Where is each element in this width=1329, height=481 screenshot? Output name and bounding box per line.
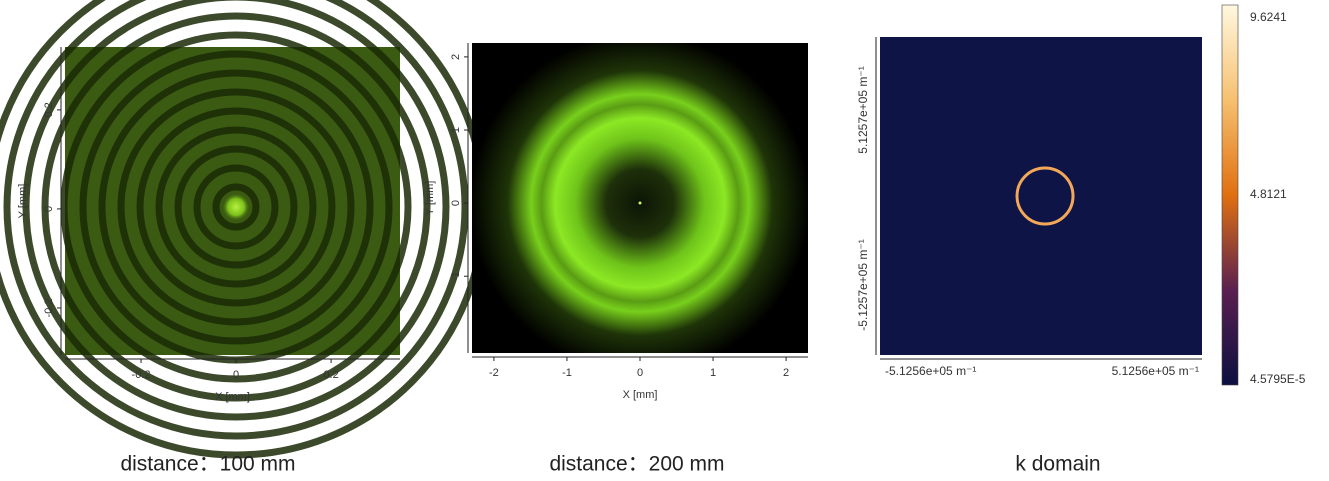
caption: distance：100 mm	[120, 453, 295, 476]
ring	[136, 107, 336, 307]
x-tick-label: -2	[489, 367, 499, 379]
y-tick-label: 1	[450, 127, 462, 133]
ring	[193, 164, 279, 250]
x-tick-label: -1	[562, 367, 572, 379]
ring	[98, 69, 374, 345]
ring	[41, 12, 431, 402]
x-tick-label: 2	[783, 367, 789, 379]
y-tick-label: 0	[43, 206, 55, 212]
y-tick-label: -1	[450, 271, 462, 281]
ring	[174, 145, 298, 269]
x-tick-label: 5.1256e+05 m⁻¹	[1112, 364, 1199, 378]
x-axis-label: X [mm]	[623, 389, 658, 401]
center-dot	[638, 201, 642, 205]
y-axis-label: Y [mm]	[17, 184, 29, 219]
caption: k domain	[1015, 453, 1100, 476]
caption: distance：200 mm	[549, 453, 724, 476]
colorbar-label: 4.8121	[1250, 187, 1287, 201]
y-tick-label: 0.2	[43, 102, 55, 117]
center-spot	[222, 193, 250, 221]
y-tick-label: 0	[450, 200, 462, 206]
ring	[3, 0, 469, 440]
x-axis-label: X [mm]	[215, 391, 250, 403]
ring	[117, 88, 355, 326]
x-tick-label: 0.2	[323, 369, 338, 381]
y-tick-label: -5.1257e+05 m⁻¹	[856, 239, 870, 330]
x-tick-label: 0	[233, 369, 239, 381]
ring	[22, 0, 450, 421]
colorbar	[1221, 4, 1239, 386]
image	[880, 37, 1202, 355]
y-tick-label: -0.2	[43, 298, 55, 317]
k-ring	[1015, 166, 1075, 226]
y-tick-label: 2	[450, 54, 462, 60]
y-axis-label: Y [mm]	[424, 181, 436, 216]
image	[472, 43, 808, 353]
ring	[155, 126, 317, 288]
colorbar-label: 9.6241	[1250, 10, 1287, 24]
panels: -0.2 0 0.2 -0.2 0 0.2 X [mm] Y [mm] -2 -1 0 1 2 -1 0 1 2…	[0, 0, 1306, 476]
ring	[212, 183, 260, 231]
x-tick-label: 0	[637, 367, 643, 379]
x-tick-label: -5.1256e+05 m⁻¹	[885, 364, 976, 378]
colorbar-label: 4.5795E-5	[1250, 372, 1306, 386]
ring	[60, 31, 412, 383]
x-tick-label: 1	[710, 367, 716, 379]
y-tick-label: 5.1257e+05 m⁻¹	[856, 66, 870, 153]
x-tick-label: -0.2	[132, 369, 151, 381]
